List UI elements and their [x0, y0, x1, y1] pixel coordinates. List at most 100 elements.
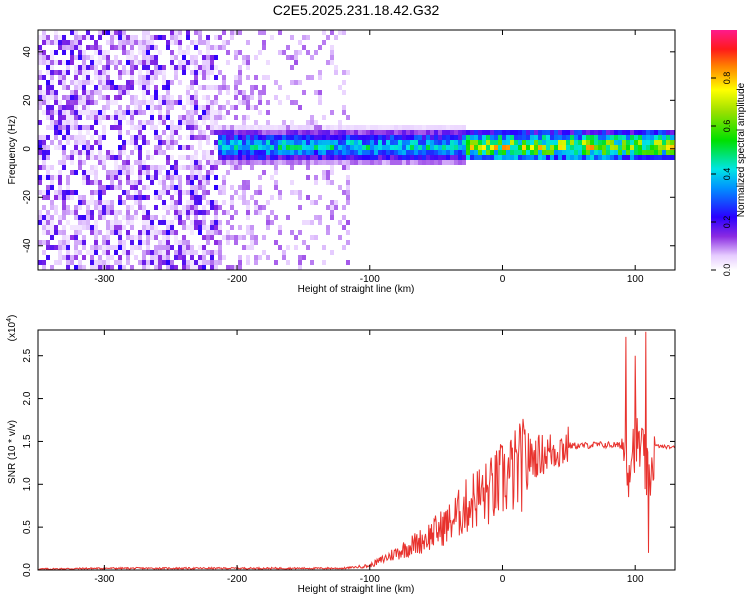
heatmap-cell — [198, 35, 202, 40]
heatmap-cell — [266, 220, 270, 225]
heatmap-cell — [318, 195, 322, 200]
heatmap-cell — [618, 145, 622, 150]
heatmap-cell — [50, 120, 54, 125]
heatmap-cell — [82, 135, 86, 140]
heatmap-cell — [206, 250, 210, 255]
heatmap-cell — [490, 140, 494, 145]
heatmap-cell — [70, 155, 74, 160]
heatmap-cell — [418, 155, 422, 160]
heatmap-cell — [170, 265, 174, 270]
heatmap-cell — [110, 100, 114, 105]
y-tick-label: 2.0 — [22, 391, 33, 405]
heatmap-cell — [414, 135, 418, 140]
heatmap-cell — [42, 150, 46, 155]
heatmap-cell — [502, 130, 506, 135]
heatmap-cell — [278, 245, 282, 250]
heatmap-cell — [46, 165, 50, 170]
heatmap-cell — [626, 150, 630, 155]
heatmap-cell — [174, 100, 178, 105]
heatmap-cell — [162, 75, 166, 80]
heatmap-cell — [74, 120, 78, 125]
heatmap-cell — [58, 195, 62, 200]
heatmap-cell — [38, 60, 42, 65]
heatmap-cell — [50, 105, 54, 110]
heatmap-cell — [194, 265, 198, 270]
heatmap-cell — [38, 190, 42, 195]
heatmap-cell — [210, 100, 214, 105]
heatmap-cell — [598, 130, 602, 135]
heatmap-cell — [142, 35, 146, 40]
heatmap-cell — [70, 225, 74, 230]
heatmap-cell — [110, 125, 114, 130]
heatmap-cell — [566, 135, 570, 140]
heatmap-cell — [54, 30, 58, 35]
heatmap-cell — [174, 250, 178, 255]
heatmap-cell — [170, 205, 174, 210]
heatmap-cell — [182, 255, 186, 260]
heatmap-cell — [330, 55, 334, 60]
heatmap-cell — [158, 95, 162, 100]
heatmap-cell — [530, 155, 534, 160]
colorbar-tick-label: 0.2 — [722, 216, 732, 229]
heatmap-cell — [250, 160, 254, 165]
heatmap-cell — [194, 225, 198, 230]
heatmap-cell — [122, 115, 126, 120]
heatmap-cell — [206, 155, 210, 160]
heatmap-cell — [114, 95, 118, 100]
heatmap-cell — [106, 200, 110, 205]
heatmap-cell — [242, 125, 246, 130]
heatmap-cell — [298, 160, 302, 165]
heatmap-cell — [50, 90, 54, 95]
heatmap-cell — [166, 240, 170, 245]
heatmap-cell — [362, 125, 366, 130]
heatmap-cell — [494, 140, 498, 145]
heatmap-cell — [246, 160, 250, 165]
heatmap-cell — [178, 255, 182, 260]
heatmap-cell — [194, 215, 198, 220]
heatmap-cell — [222, 180, 226, 185]
heatmap-cell — [234, 265, 238, 270]
heatmap-cell — [342, 215, 346, 220]
heatmap-cell — [170, 185, 174, 190]
heatmap-cell — [66, 40, 70, 45]
heatmap-cell — [162, 200, 166, 205]
heatmap-cell — [538, 155, 542, 160]
heatmap-cell — [194, 65, 198, 70]
x-tick-label: -100 — [360, 574, 380, 585]
heatmap-cell — [86, 225, 90, 230]
heatmap-cell — [670, 145, 674, 150]
heatmap-cell — [46, 110, 50, 115]
heatmap-cell — [210, 85, 214, 90]
heatmap-cell — [230, 155, 234, 160]
heatmap-cell — [202, 175, 206, 180]
heatmap-cell — [94, 115, 98, 120]
heatmap-cell — [42, 165, 46, 170]
heatmap-cell — [238, 195, 242, 200]
heatmap-cell — [186, 260, 190, 265]
heatmap-cell — [234, 85, 238, 90]
heatmap-cell — [38, 75, 42, 80]
heatmap-cell — [130, 240, 134, 245]
heatmap-cell — [334, 35, 338, 40]
heatmap-cell — [126, 130, 130, 135]
heatmap-cell — [86, 150, 90, 155]
heatmap-cell — [66, 125, 70, 130]
heatmap-cell — [458, 130, 462, 135]
heatmap-cell — [190, 85, 194, 90]
heatmap-cell — [194, 45, 198, 50]
heatmap-cell — [86, 80, 90, 85]
heatmap-cell — [46, 230, 50, 235]
heatmap-cell — [646, 130, 650, 135]
heatmap-cell — [246, 205, 250, 210]
heatmap-cell — [326, 155, 330, 160]
heatmap-cell — [54, 50, 58, 55]
heatmap-cell — [122, 200, 126, 205]
heatmap-cell — [258, 100, 262, 105]
heatmap-cell — [66, 220, 70, 225]
heatmap-cell — [82, 265, 86, 270]
heatmap-cell — [638, 135, 642, 140]
heatmap-cell — [126, 70, 130, 75]
heatmap-cell — [230, 105, 234, 110]
heatmap-cell — [190, 40, 194, 45]
heatmap-cell — [86, 205, 90, 210]
